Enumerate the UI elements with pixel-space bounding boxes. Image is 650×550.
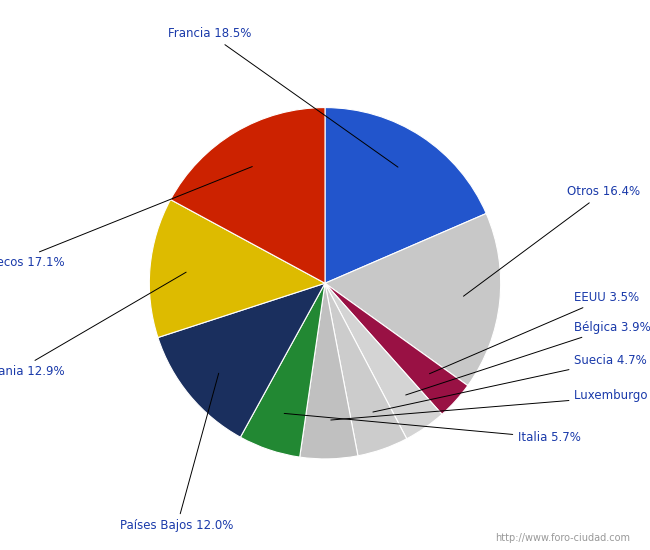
Wedge shape	[325, 213, 500, 386]
Wedge shape	[150, 200, 325, 338]
Text: http://www.foro-ciudad.com: http://www.foro-ciudad.com	[495, 533, 630, 543]
Text: Cieza - Turistas extranjeros según país - Octubre de 2024: Cieza - Turistas extranjeros según país …	[114, 13, 536, 29]
Wedge shape	[325, 283, 468, 414]
Text: EEUU 3.5%: EEUU 3.5%	[430, 291, 640, 374]
Text: Alemania 12.9%: Alemania 12.9%	[0, 272, 186, 378]
Text: Italia 5.7%: Italia 5.7%	[284, 414, 581, 444]
Text: Suecia 4.7%: Suecia 4.7%	[373, 354, 647, 412]
Wedge shape	[300, 283, 358, 459]
Text: Países Bajos 12.0%: Países Bajos 12.0%	[120, 373, 233, 532]
Wedge shape	[325, 283, 442, 439]
Text: Otros 16.4%: Otros 16.4%	[463, 185, 640, 296]
Text: Francia 18.5%: Francia 18.5%	[168, 28, 398, 167]
Wedge shape	[240, 283, 325, 457]
Text: Marruecos 17.1%: Marruecos 17.1%	[0, 167, 252, 268]
Wedge shape	[170, 108, 325, 283]
Wedge shape	[325, 108, 486, 283]
Wedge shape	[325, 283, 407, 456]
Wedge shape	[158, 283, 325, 437]
Text: Luxemburgo 5.3%: Luxemburgo 5.3%	[331, 389, 650, 420]
Text: Bélgica 3.9%: Bélgica 3.9%	[406, 321, 650, 395]
